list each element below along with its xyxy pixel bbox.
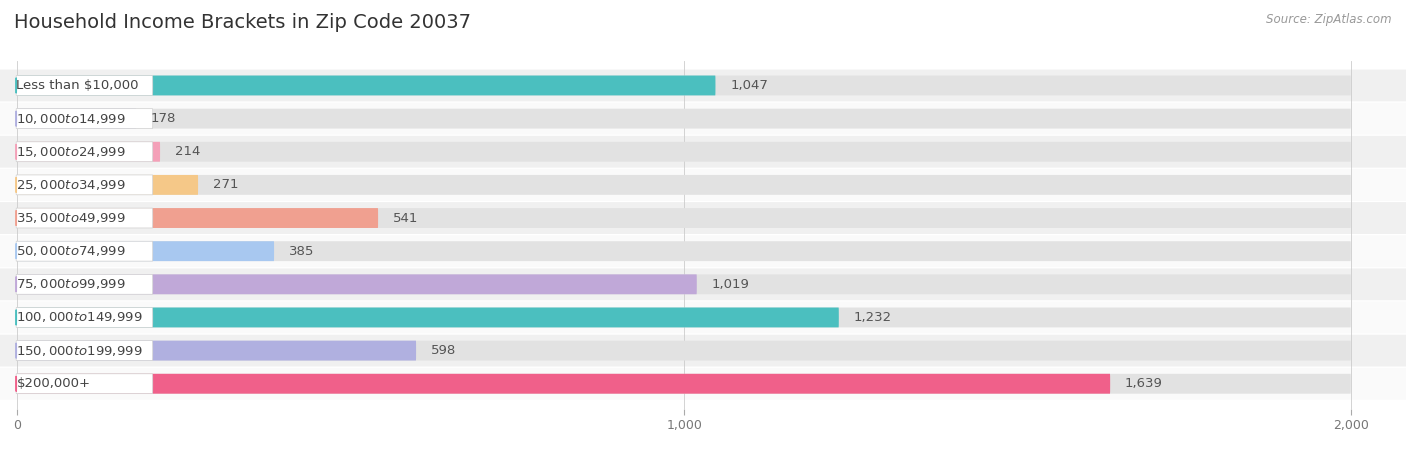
Text: 1,232: 1,232 (853, 311, 891, 324)
FancyBboxPatch shape (0, 302, 1406, 333)
FancyBboxPatch shape (0, 335, 1406, 366)
FancyBboxPatch shape (17, 109, 136, 128)
FancyBboxPatch shape (17, 374, 1111, 394)
FancyBboxPatch shape (17, 175, 1351, 195)
Text: 178: 178 (150, 112, 176, 125)
FancyBboxPatch shape (15, 274, 153, 294)
FancyBboxPatch shape (15, 374, 153, 394)
FancyBboxPatch shape (0, 169, 1406, 201)
FancyBboxPatch shape (17, 208, 378, 228)
FancyBboxPatch shape (17, 109, 1351, 128)
FancyBboxPatch shape (15, 341, 153, 361)
Text: 214: 214 (174, 145, 200, 158)
Text: 598: 598 (430, 344, 456, 357)
FancyBboxPatch shape (15, 109, 153, 128)
FancyBboxPatch shape (0, 368, 1406, 400)
Text: $25,000 to $34,999: $25,000 to $34,999 (17, 178, 127, 192)
Text: Household Income Brackets in Zip Code 20037: Household Income Brackets in Zip Code 20… (14, 13, 471, 32)
FancyBboxPatch shape (0, 235, 1406, 267)
FancyBboxPatch shape (0, 269, 1406, 300)
FancyBboxPatch shape (0, 136, 1406, 167)
FancyBboxPatch shape (17, 241, 274, 261)
FancyBboxPatch shape (15, 175, 153, 195)
FancyBboxPatch shape (17, 274, 697, 294)
Text: 541: 541 (392, 211, 418, 224)
Text: $200,000+: $200,000+ (17, 377, 90, 390)
Text: $50,000 to $74,999: $50,000 to $74,999 (17, 244, 127, 258)
FancyBboxPatch shape (17, 341, 416, 361)
Text: 1,047: 1,047 (730, 79, 768, 92)
FancyBboxPatch shape (17, 308, 1351, 327)
FancyBboxPatch shape (17, 374, 1351, 394)
Text: $75,000 to $99,999: $75,000 to $99,999 (17, 277, 127, 291)
FancyBboxPatch shape (15, 75, 153, 96)
FancyBboxPatch shape (17, 175, 198, 195)
Text: 385: 385 (288, 245, 314, 258)
FancyBboxPatch shape (17, 75, 716, 96)
FancyBboxPatch shape (17, 241, 1351, 261)
FancyBboxPatch shape (17, 75, 1351, 96)
Text: $15,000 to $24,999: $15,000 to $24,999 (17, 145, 127, 159)
FancyBboxPatch shape (15, 208, 153, 228)
Text: $150,000 to $199,999: $150,000 to $199,999 (17, 343, 143, 357)
FancyBboxPatch shape (17, 208, 1351, 228)
Text: 271: 271 (212, 178, 238, 191)
FancyBboxPatch shape (0, 103, 1406, 135)
FancyBboxPatch shape (15, 308, 153, 327)
Text: Less than $10,000: Less than $10,000 (17, 79, 139, 92)
FancyBboxPatch shape (17, 308, 839, 327)
FancyBboxPatch shape (17, 341, 1351, 361)
Text: 1,019: 1,019 (711, 278, 749, 291)
Text: $10,000 to $14,999: $10,000 to $14,999 (17, 112, 127, 126)
FancyBboxPatch shape (0, 70, 1406, 101)
FancyBboxPatch shape (17, 142, 160, 162)
FancyBboxPatch shape (17, 142, 1351, 162)
FancyBboxPatch shape (15, 241, 153, 261)
FancyBboxPatch shape (17, 274, 1351, 294)
FancyBboxPatch shape (15, 142, 153, 162)
Text: $35,000 to $49,999: $35,000 to $49,999 (17, 211, 127, 225)
Text: $100,000 to $149,999: $100,000 to $149,999 (17, 310, 143, 325)
FancyBboxPatch shape (0, 202, 1406, 234)
Text: 1,639: 1,639 (1125, 377, 1163, 390)
Text: Source: ZipAtlas.com: Source: ZipAtlas.com (1267, 13, 1392, 26)
